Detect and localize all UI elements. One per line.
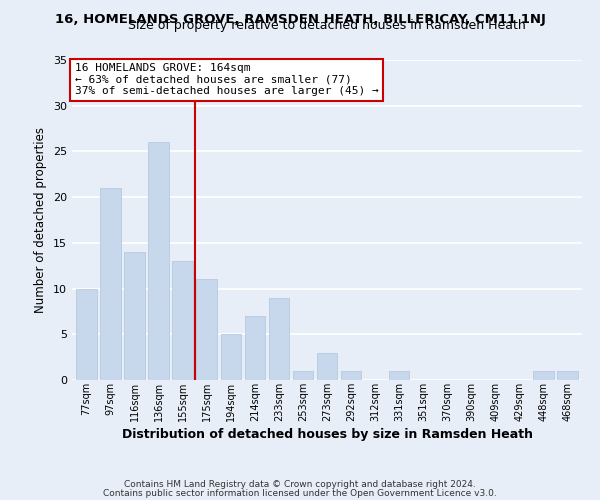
Text: 16 HOMELANDS GROVE: 164sqm
← 63% of detached houses are smaller (77)
37% of semi: 16 HOMELANDS GROVE: 164sqm ← 63% of deta… (74, 63, 379, 96)
Y-axis label: Number of detached properties: Number of detached properties (34, 127, 47, 313)
Bar (76, 288, 97, 380)
Bar (341, 371, 361, 380)
Bar (293, 371, 313, 380)
Bar (172, 261, 193, 380)
Text: Contains public sector information licensed under the Open Government Licence v3: Contains public sector information licen… (103, 488, 497, 498)
Bar (245, 316, 265, 380)
X-axis label: Distribution of detached houses by size in Ramsden Heath: Distribution of detached houses by size … (121, 428, 533, 440)
Bar (317, 352, 337, 380)
Bar (533, 371, 554, 380)
Bar (557, 371, 578, 380)
Text: Contains HM Land Registry data © Crown copyright and database right 2024.: Contains HM Land Registry data © Crown c… (124, 480, 476, 489)
Bar (221, 334, 241, 380)
Bar (196, 280, 217, 380)
Text: 16, HOMELANDS GROVE, RAMSDEN HEATH, BILLERICAY, CM11 1NJ: 16, HOMELANDS GROVE, RAMSDEN HEATH, BILL… (55, 12, 545, 26)
Title: Size of property relative to detached houses in Ramsden Heath: Size of property relative to detached ho… (128, 20, 526, 32)
Bar (100, 188, 121, 380)
Bar (269, 298, 289, 380)
Bar (124, 252, 145, 380)
Bar (148, 142, 169, 380)
Bar (389, 371, 409, 380)
